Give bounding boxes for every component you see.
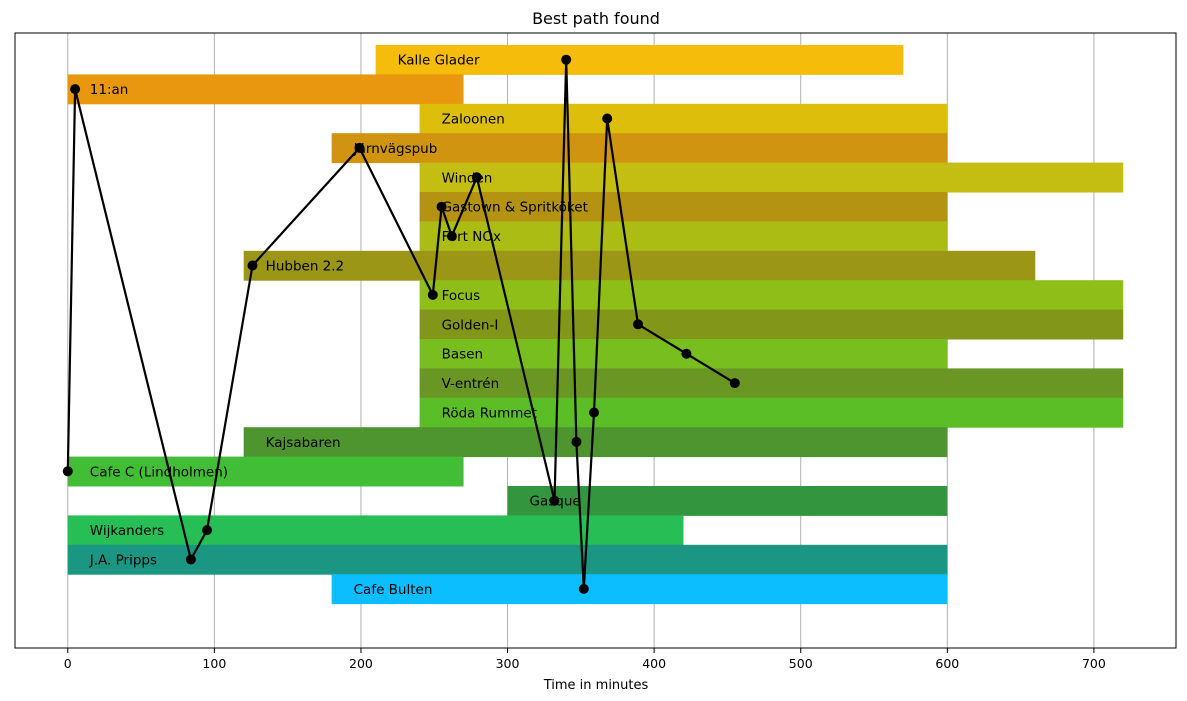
bar-label-0: Kalle Glader: [398, 53, 480, 69]
path-point-7: [436, 201, 447, 212]
bar-label-1: 11:an: [90, 82, 129, 98]
bar-label-2: Zaloonen: [442, 112, 505, 128]
path-point-1: [70, 84, 81, 95]
x-tick-label-600: 600: [935, 656, 959, 671]
bar-9: [419, 309, 1124, 340]
x-tick-label-0: 0: [64, 656, 72, 671]
path-point-13: [578, 583, 589, 594]
path-point-8: [446, 231, 457, 242]
bar-6: [419, 221, 948, 252]
bar-3: [331, 133, 948, 164]
path-point-9: [471, 172, 482, 183]
plot-frame: [14, 32, 1177, 649]
venue-bars: [67, 45, 1124, 605]
best-path: [62, 54, 740, 594]
bar-label-5: Gastown & Spritköket: [442, 200, 588, 216]
bar-7: [243, 250, 1036, 281]
bar-label-11: V-entrén: [442, 376, 500, 392]
path-point-4: [247, 260, 258, 271]
bar-label-12: Röda Rummet: [442, 406, 537, 422]
bar-17: [67, 544, 948, 575]
bar-0: [375, 45, 904, 75]
chart-title: Best path found: [532, 9, 660, 28]
bar-14: [67, 456, 464, 487]
x-tick-label-500: 500: [789, 656, 813, 671]
x-tick-label-300: 300: [496, 656, 520, 671]
bar-label-7: Hubben 2.2: [266, 259, 344, 275]
bar-label-6: Fort NOx: [442, 229, 501, 245]
path-point-0: [62, 466, 73, 477]
bar-2: [419, 103, 948, 134]
x-axis-label: Time in minutes: [543, 678, 649, 693]
bar-label-13: Kajsabaren: [266, 435, 341, 451]
bar-label-18: Cafe Bulten: [354, 582, 433, 598]
bar-label-17: J.A. Pripps: [89, 553, 157, 569]
bar-1: [67, 74, 464, 105]
x-tick-label-200: 200: [349, 656, 373, 671]
x-tick-label-700: 700: [1082, 656, 1106, 671]
bar-5: [419, 192, 948, 222]
bar-label-16: Wijkanders: [90, 523, 164, 539]
bar-18: [331, 574, 948, 605]
bar-label-14: Cafe C (Lindholmen): [90, 464, 228, 480]
path-point-5: [354, 142, 365, 153]
path-point-11: [561, 54, 572, 65]
path-point-18: [729, 378, 740, 389]
bar-4: [419, 162, 1124, 193]
path-point-2: [185, 554, 196, 565]
path-point-14: [589, 407, 600, 418]
path-point-3: [202, 525, 213, 536]
x-tick-label-400: 400: [642, 656, 666, 671]
bar-label-8: Focus: [442, 288, 481, 304]
path-point-15: [602, 113, 613, 124]
bar-label-3: Järnvägspub: [353, 141, 438, 157]
bar-label-4: Winden: [442, 170, 493, 186]
x-tick-label-100: 100: [202, 656, 226, 671]
bar-label-10: Basen: [442, 347, 483, 363]
bar-11: [419, 368, 1124, 399]
bar-8: [419, 280, 1124, 311]
path-point-16: [633, 319, 644, 330]
path-point-6: [427, 289, 438, 300]
path-point-12: [571, 436, 582, 447]
path-point-17: [681, 348, 692, 359]
bar-label-9: Golden-I: [442, 317, 499, 333]
path-point-10: [549, 495, 560, 506]
bar-13: [243, 427, 948, 458]
x-axis-ticks: 0 100 200 300 400 500 600 700: [64, 648, 1106, 671]
venue-labels: Kalle Glader 11:an ZaloonenJärnvägspubWind…: [89, 53, 588, 598]
